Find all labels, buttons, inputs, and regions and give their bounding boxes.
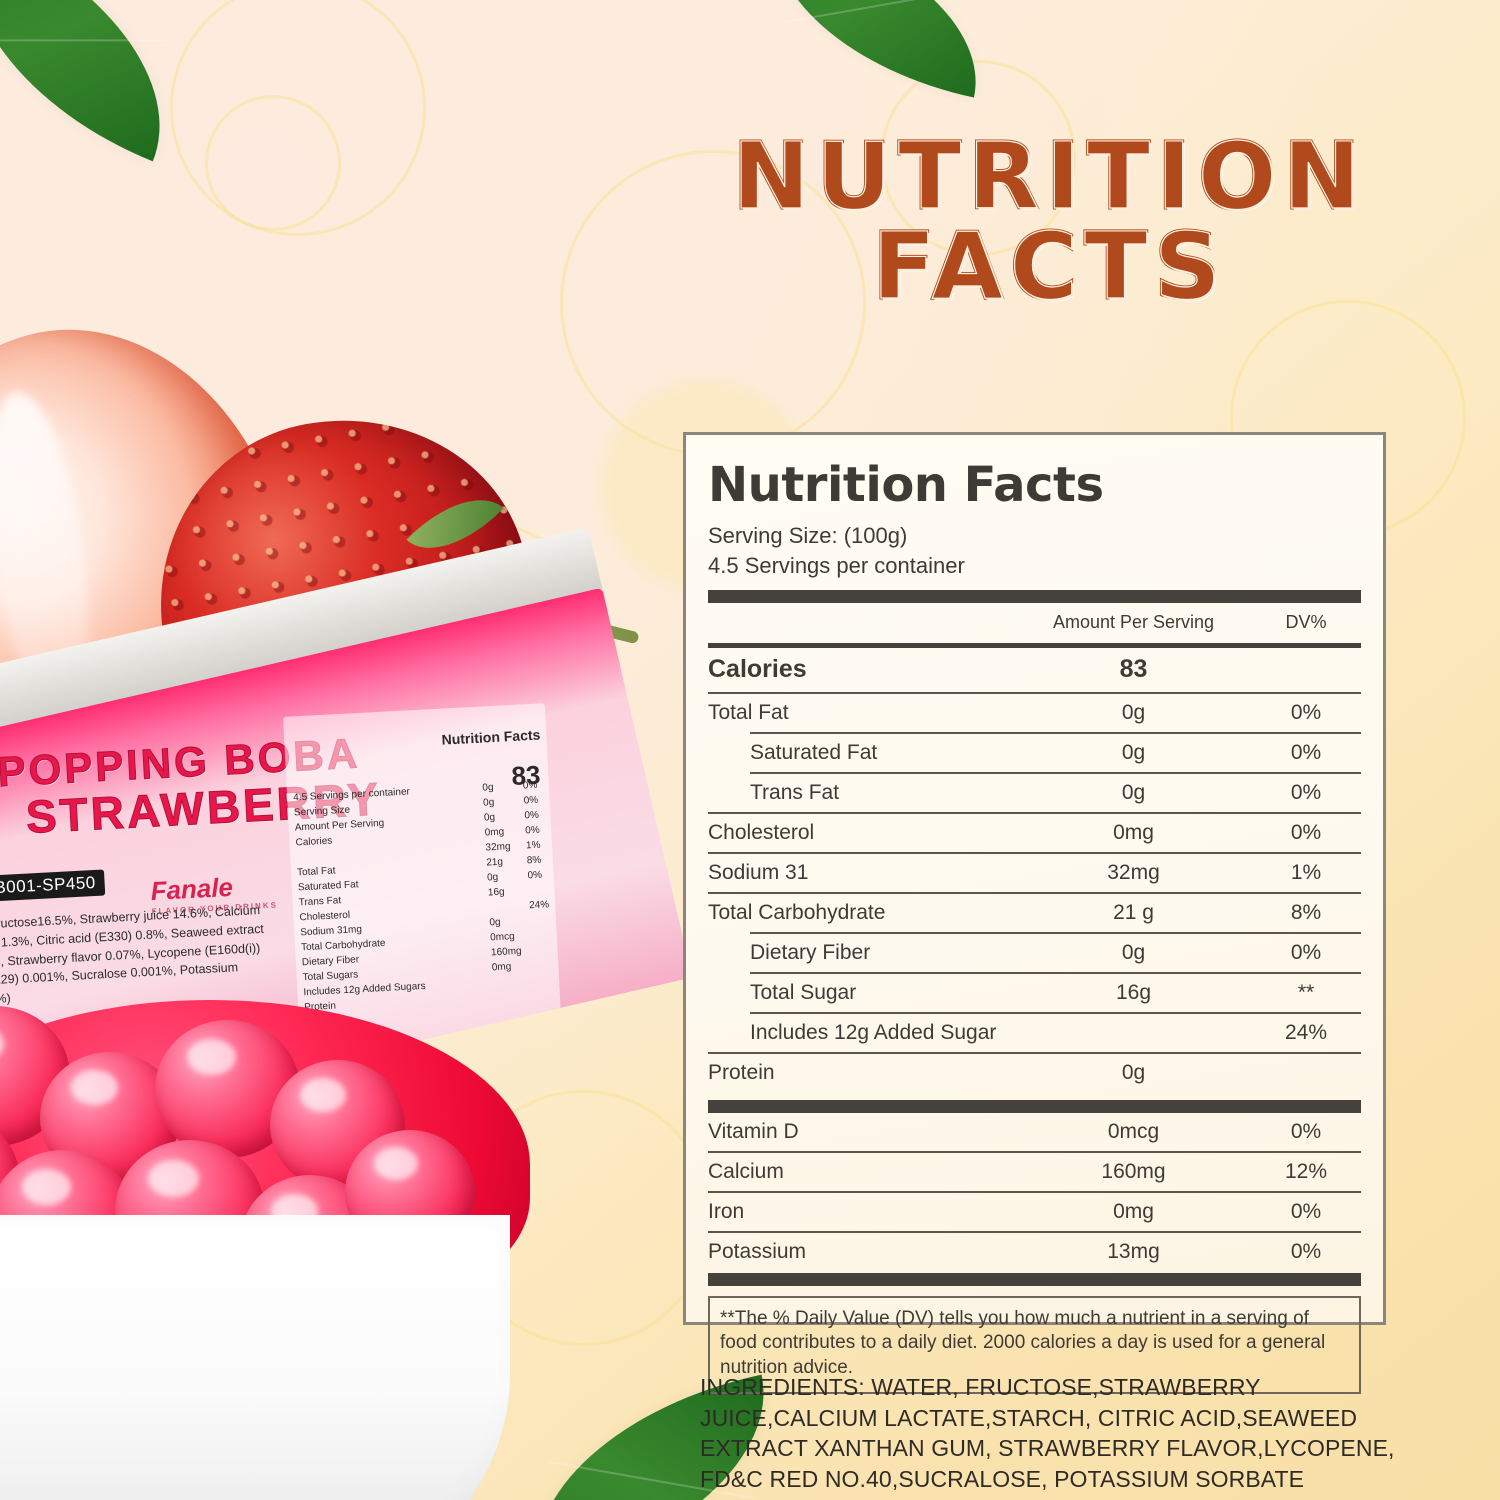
nutrient-dv: 0% [1290, 1199, 1322, 1223]
divider-rule [708, 811, 1361, 814]
nutrient-row: Saturated Fat 0g 0% [708, 734, 1361, 772]
daily-value-footnote: **The % Daily Value (DV) tells you how m… [708, 1295, 1361, 1394]
divider-rule [750, 771, 1361, 774]
nutrient-dv: 0% [1290, 740, 1322, 764]
nutrient-label: Total Carbohydrate [708, 900, 886, 924]
product-photo: 0 0 6 9 2 9 6 2 4 1 POPPING BOBA STRAWBE… [0, 286, 693, 1500]
nutrient-label: Includes 12g Added Sugar [750, 1020, 997, 1044]
nutrient-row: Total Carbohydrate 21 g 8% [708, 894, 1361, 932]
nutrient-dv: 0% [1290, 1239, 1322, 1263]
nutrient-label: Cholesterol [708, 820, 815, 844]
nutrient-label: Total Fat [708, 700, 789, 724]
micronutrient-rows: Vitamin D 0mcg 0% Calcium 160mg 12% Iron 0mg 0% P… [708, 1113, 1361, 1271]
nutrient-label: Sodium 31 [708, 860, 809, 884]
micronutrient-row: Potassium 13mg 0% [708, 1233, 1361, 1271]
nutrient-label: Vitamin D [708, 1119, 799, 1143]
nutrient-dv: 24% [1284, 1020, 1328, 1044]
nutrient-dv: 0% [1290, 780, 1322, 804]
divider-rule [708, 1051, 1361, 1054]
bokeh-ring [170, 0, 426, 236]
nutrient-amount: 0mg [1113, 1199, 1154, 1223]
nutrient-amount: 21 g [1113, 900, 1154, 924]
nutrient-row: Total Sugar 16g ** [708, 974, 1361, 1012]
nutrient-label: Iron [708, 1199, 745, 1223]
nutrient-label: Protein [708, 1060, 775, 1084]
divider-rule [708, 691, 1361, 694]
nutrient-label: Calcium [708, 1159, 784, 1183]
divider-rule [708, 1230, 1361, 1233]
package-sku: FPB001-SP450 [0, 869, 106, 903]
boba-bowl [0, 1000, 590, 1500]
nutrient-dv: 0% [1290, 1119, 1322, 1143]
divider-bar-top [708, 589, 1361, 603]
serving-size: Serving Size: (100g) [708, 523, 908, 548]
brand-name: Fanale [149, 871, 234, 907]
bokeh-ring [205, 95, 341, 231]
divider-bar-micro [708, 1099, 1361, 1113]
nutrient-row: Cholesterol 0mg 0% [708, 814, 1361, 852]
nutrient-amount: 0mg [1113, 820, 1154, 844]
servings-per-container: 4.5 Servings per container [708, 553, 965, 579]
micronutrient-row: Iron 0mg 0% [708, 1193, 1361, 1231]
nutrient-dv: 1% [1290, 860, 1322, 884]
nutrient-row: Total Fat 0g 0% [708, 694, 1361, 732]
bowl [0, 1215, 510, 1500]
nutrient-amount: 0g [1121, 740, 1146, 764]
nutrient-amount: 0mcg [1107, 1119, 1160, 1143]
nutrient-amount: 160mg [1101, 1159, 1166, 1183]
nutrient-amount: 0g [1121, 780, 1146, 804]
nutrient-amount: 0g [1121, 1060, 1146, 1084]
calories-label: Calories [708, 655, 807, 684]
ingredients-text: INGREDIENTS: WATER, FRUCTOSE,STRAWBERRY … [700, 1374, 1395, 1492]
nutrient-row: Dietary Fiber 0g 0% [708, 934, 1361, 972]
nutrient-label: Saturated Fat [750, 740, 878, 764]
divider-rule [750, 971, 1361, 974]
mini-label-calories: 83 [510, 759, 542, 792]
nutrient-amount: 0g [1121, 940, 1146, 964]
nutrient-amount: 16g [1115, 980, 1152, 1004]
nutrient-dv: 8% [1290, 900, 1322, 924]
calories-amount: 83 [1119, 655, 1148, 684]
divider-rule [708, 1150, 1361, 1153]
panel-title: Nutrition Facts [708, 457, 1104, 513]
nutrient-row: Sodium 31 32mg 1% [708, 854, 1361, 892]
nutrient-label: Total Sugar [750, 980, 857, 1004]
divider-rule [708, 1190, 1361, 1193]
nutrient-row: Trans Fat 0g 0% [708, 774, 1361, 812]
divider-rule [750, 731, 1361, 734]
nutrient-dv: 0% [1290, 940, 1322, 964]
divider-rule [750, 931, 1361, 934]
divider-bar-bottom [708, 1272, 1361, 1286]
nutrition-facts-panel: Nutrition Facts Serving Size: (100g) 4.5… [683, 432, 1386, 1394]
column-header-dv: DV% [1285, 612, 1327, 633]
calories-row: Calories 83 [708, 648, 1361, 692]
nutrient-row: Includes 12g Added Sugar 24% [708, 1014, 1361, 1052]
micronutrient-row: Calcium 160mg 12% [708, 1153, 1361, 1191]
divider-rule [708, 642, 1361, 648]
nutrient-row: Protein 0g [708, 1054, 1361, 1092]
nutrient-label: Potassium [708, 1239, 807, 1263]
page-title-line2: FACTS [700, 219, 1400, 314]
nutrient-dv: 12% [1284, 1159, 1328, 1183]
mini-label-title: Nutrition Facts [441, 726, 541, 748]
page-title-line1: NUTRITION [700, 129, 1400, 224]
nutrient-amount: 32mg [1107, 860, 1160, 884]
nutrient-amount: 0g [1121, 700, 1146, 724]
page-title: NUTRITION FACTS [700, 129, 1400, 314]
nutrient-label: Dietary Fiber [750, 940, 871, 964]
column-header-amount: Amount Per Serving [1052, 612, 1215, 633]
nutrient-rows: Total Fat 0g 0% Saturated Fat 0g 0% Trans Fat 0… [708, 694, 1361, 1092]
nutrient-label: Trans Fat [750, 780, 840, 804]
nutrient-dv: 0% [1290, 820, 1322, 844]
divider-rule [708, 891, 1361, 894]
column-headers: Amount Per Serving DV% [708, 603, 1361, 643]
nutrient-dv: ** [1297, 980, 1315, 1004]
divider-rule [750, 1011, 1361, 1014]
micronutrient-row: Vitamin D 0mcg 0% [708, 1113, 1361, 1151]
nutrient-dv: 0% [1290, 700, 1322, 724]
divider-rule [708, 851, 1361, 854]
nutrient-amount: 13mg [1107, 1239, 1160, 1263]
